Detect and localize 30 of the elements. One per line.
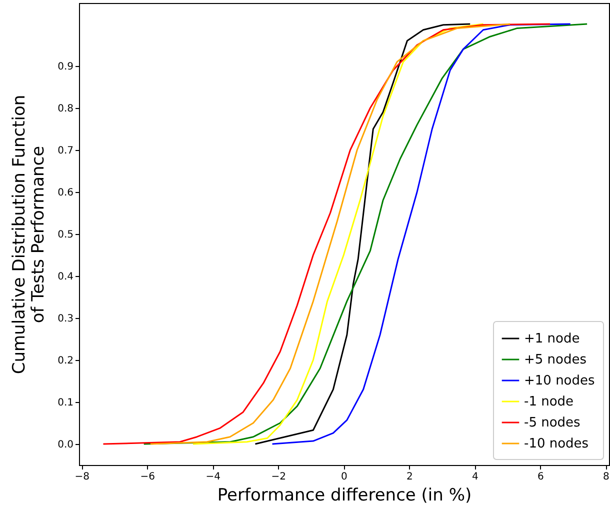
- x-tick-label: −4: [206, 472, 221, 482]
- y-tick-label: 0.3: [58, 314, 74, 324]
- y-tick-label: 0.7: [58, 146, 74, 156]
- x-tick-label: −8: [74, 472, 90, 482]
- y-tick-label: 0.5: [58, 230, 74, 240]
- x-tick-label: 6: [538, 472, 544, 482]
- line-series: [150, 23, 511, 445]
- legend-label: -5 nodes: [524, 416, 581, 430]
- line-series: [254, 23, 471, 445]
- legend-label: -10 nodes: [524, 436, 589, 452]
- legend-label: +10 nodes: [524, 374, 596, 388]
- x-tick-label: −2: [271, 472, 286, 482]
- legend-label: +5 nodes: [524, 352, 587, 368]
- y-tick-label: 0.8: [58, 104, 74, 114]
- y-tick-label: 0.1: [58, 398, 74, 408]
- y-tick-label: 0.0: [58, 440, 74, 450]
- x-axis-title: Performance difference (in %): [217, 486, 472, 506]
- y-tick-label: 0.4: [58, 272, 74, 282]
- x-tick-label: 0: [340, 472, 348, 482]
- y-axis-title: Cumulative Distribution Function of Tests Performance: [10, 94, 49, 374]
- x-tick-label: 2: [406, 472, 413, 482]
- x-tick-label: 4: [472, 472, 478, 482]
- legend-label: -1 node: [524, 394, 574, 410]
- line-series: [192, 23, 484, 445]
- y-tick-label: 0.2: [58, 356, 74, 366]
- y-tick-label: 0.6: [58, 188, 74, 198]
- legend-label: +1 node: [524, 332, 580, 346]
- y-tick-label: 0.9: [58, 62, 74, 72]
- x-tick-label: −6: [140, 472, 156, 482]
- x-tick-label: 8: [603, 472, 610, 482]
